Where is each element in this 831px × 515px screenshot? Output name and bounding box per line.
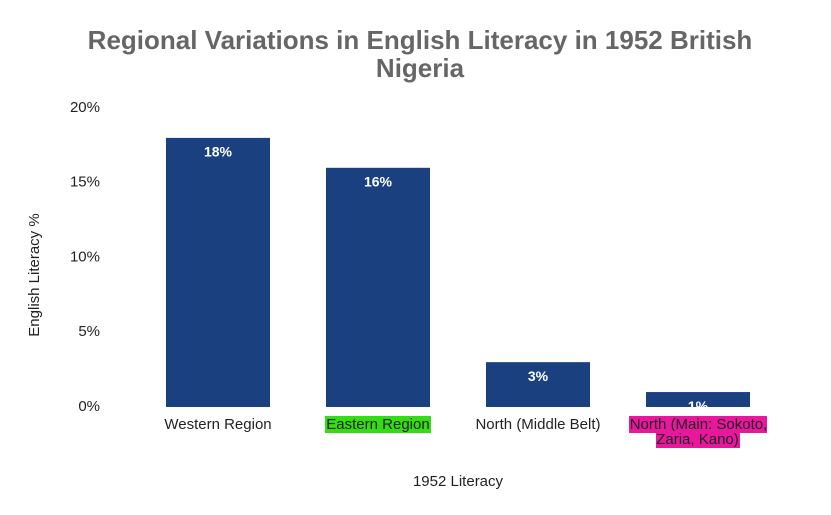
y-tick-label: 20% — [70, 99, 100, 116]
data-label: 18% — [204, 144, 233, 160]
y-tick-label: 10% — [70, 248, 100, 265]
data-label: 16% — [364, 174, 393, 190]
x-tick-label: Western Region — [164, 416, 272, 433]
bar — [326, 167, 430, 407]
bar — [646, 392, 750, 407]
x-tick-label-box: Western Region — [138, 417, 298, 432]
chart-title: Regional Variations in English Literacy … — [87, 25, 753, 83]
bar — [166, 137, 270, 407]
bar — [486, 362, 590, 407]
x-tick-label-box: North (Middle Belt) — [458, 417, 618, 432]
data-label: 3% — [528, 368, 549, 384]
x-tick-label: North (Main: Sokoto, Zaria, Kano) — [628, 416, 768, 448]
x-tick-label-box: North (Main: Sokoto, Zaria, Kano) — [618, 416, 778, 448]
x-tick-label: Eastern Region — [325, 416, 431, 433]
y-axis-label: English Literacy % — [26, 213, 43, 336]
y-tick-label: 5% — [78, 323, 100, 340]
x-axis-label: 1952 Literacy — [413, 473, 504, 490]
y-tick-label: 0% — [78, 398, 100, 415]
x-tick-label-box: Eastern Region — [298, 416, 458, 433]
data-label: 1% — [688, 398, 709, 414]
y-tick-label: 15% — [70, 174, 100, 191]
x-tick-label: North (Middle Belt) — [475, 416, 601, 433]
